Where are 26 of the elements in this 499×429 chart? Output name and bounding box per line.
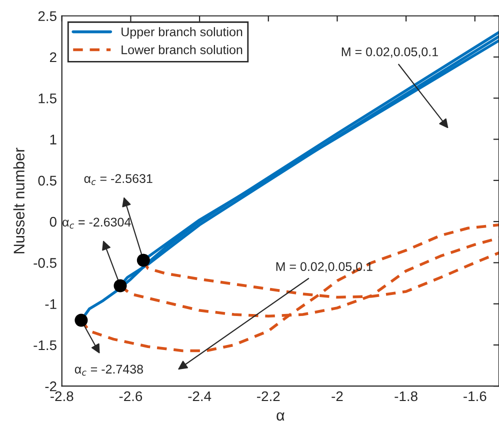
annotation: α$_{c}$ = -2.6304 [62, 218, 131, 229]
y-tick-label: 2 [50, 52, 56, 62]
y-tick-label: 2.5 [38, 11, 56, 22]
annotation: α$_{c}$ = -2.5631 [84, 174, 152, 186]
x-tick-label: -2.4 [188, 391, 212, 402]
annotation: α$_{c}$ = -2.7438 [74, 364, 143, 376]
y-tick-label: 0.5 [38, 176, 56, 186]
x-tick-label: -2.6 [119, 391, 142, 402]
y-tick-label: -2 [45, 381, 56, 392]
x-tick-label: -1.8 [394, 391, 418, 402]
y-tick-label: -1.5 [34, 340, 56, 350]
y-axis-title: Nusselt number [13, 148, 25, 254]
x-tick-label: -2.8 [50, 391, 74, 402]
x-tick-label: -1.6 [464, 391, 486, 402]
y-tick-label: 1 [50, 134, 56, 144]
y-tick-label: 0 [50, 216, 56, 227]
annotation: M = 0.02,0.05,0.1 [276, 262, 372, 272]
legend-label: Upper branch solution [122, 27, 242, 39]
y-tick-label: -1 [45, 299, 56, 309]
legend-label: Lower branch solution [122, 45, 242, 54]
y-tick-label: -0.5 [34, 258, 56, 268]
annotation: M = 0.02,0.05,0.1 [342, 47, 438, 58]
y-tick-label: 1.5 [38, 94, 56, 104]
x-axis-title: α [276, 412, 284, 421]
x-tick-label: -2.2 [257, 391, 280, 402]
x-tick-label: -2 [332, 391, 343, 402]
